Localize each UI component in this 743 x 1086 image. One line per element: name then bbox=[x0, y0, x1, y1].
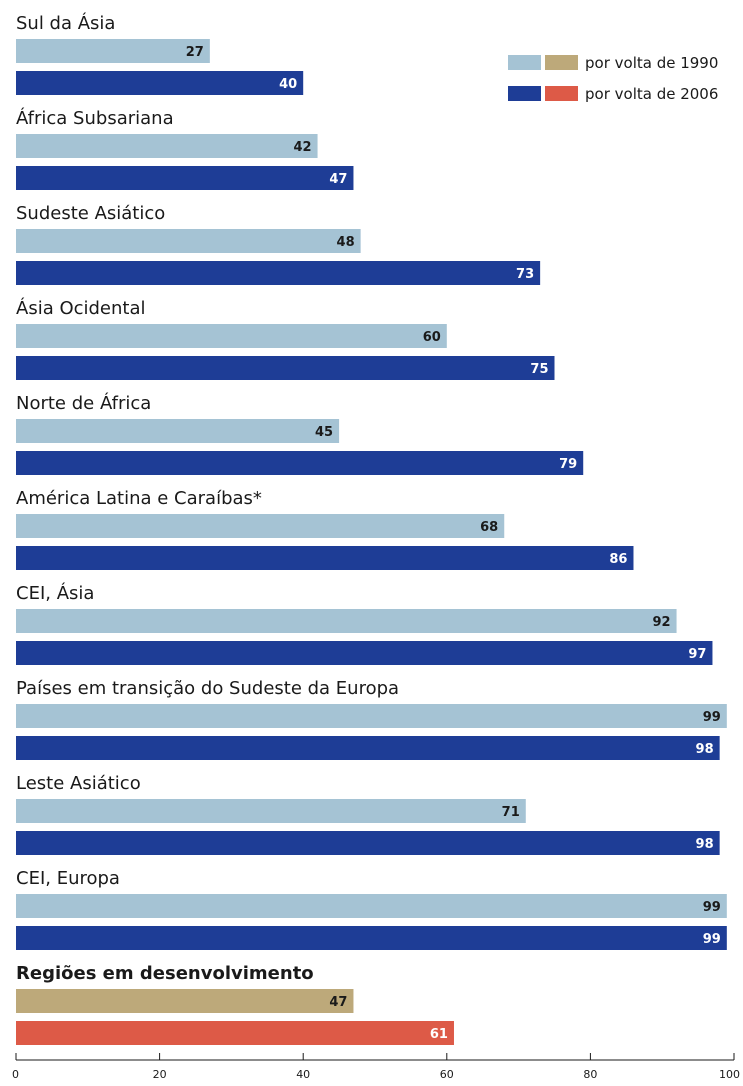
x-tick-label: 60 bbox=[440, 1068, 454, 1081]
category-label: CEI, Europa bbox=[16, 868, 120, 889]
bars-area: Sul da Ásia 27 40 África Subsariana 42 47 Sude… bbox=[16, 12, 727, 1045]
bar-value-label: 48 bbox=[337, 235, 355, 250]
x-tick-label: 20 bbox=[153, 1068, 167, 1081]
bar-2006 bbox=[16, 261, 541, 285]
x-tick-label: 100 bbox=[719, 1068, 740, 1081]
bar-value-label: 98 bbox=[696, 837, 714, 852]
bar-1990 bbox=[16, 134, 318, 158]
bar-1990 bbox=[16, 229, 361, 253]
category-label: Ásia Ocidental bbox=[16, 297, 146, 319]
category-label: Sudeste Asiático bbox=[16, 203, 165, 224]
bar-1990 bbox=[16, 894, 727, 918]
x-tick-label: 80 bbox=[583, 1068, 597, 1081]
legend: por volta de 1990 por volta de 2006 bbox=[508, 54, 718, 103]
category-label: Norte de África bbox=[16, 392, 151, 414]
bar-value-label: 99 bbox=[703, 900, 721, 915]
bar-value-label: 75 bbox=[530, 362, 548, 377]
bar-2006 bbox=[16, 831, 720, 855]
category-label: África Subsariana bbox=[16, 107, 174, 129]
bar-1990 bbox=[16, 419, 340, 443]
bar-value-label: 47 bbox=[329, 172, 347, 187]
bar-value-label: 60 bbox=[423, 330, 441, 345]
bar-2006 bbox=[16, 641, 713, 665]
category-group: Sul da Ásia 27 40 bbox=[16, 12, 304, 95]
category-group: Norte de África 45 79 bbox=[16, 392, 584, 475]
legend-label: por volta de 2006 bbox=[585, 85, 718, 103]
legend-swatch bbox=[545, 55, 578, 70]
bar-value-label: 73 bbox=[516, 267, 534, 282]
bar-value-label: 61 bbox=[430, 1027, 448, 1042]
category-group: Ásia Ocidental 60 75 bbox=[16, 297, 555, 380]
bar-2006 bbox=[16, 356, 555, 380]
category-group: Sudeste Asiático 48 73 bbox=[16, 203, 541, 285]
category-group: Regiões em desenvolvimento 47 61 bbox=[16, 963, 454, 1045]
bar-value-label: 99 bbox=[703, 932, 721, 947]
legend-label: por volta de 1990 bbox=[585, 54, 718, 72]
bar-1990 bbox=[16, 989, 354, 1013]
category-group: Leste Asiático 71 98 bbox=[16, 773, 720, 855]
bar-2006 bbox=[16, 736, 720, 760]
category-label: CEI, Ásia bbox=[16, 582, 94, 604]
x-axis: 0 20 40 60 80 100 bbox=[12, 1053, 740, 1081]
legend-swatch bbox=[508, 86, 541, 101]
x-tick-label: 0 bbox=[12, 1068, 19, 1081]
category-label: Regiões em desenvolvimento bbox=[16, 963, 314, 984]
category-label: Leste Asiático bbox=[16, 773, 141, 794]
bar-value-label: 92 bbox=[652, 615, 670, 630]
bar-value-label: 98 bbox=[696, 742, 714, 757]
bar-1990 bbox=[16, 39, 210, 63]
bar-value-label: 40 bbox=[279, 77, 297, 92]
bar-value-label: 27 bbox=[186, 45, 204, 60]
category-group: CEI, Ásia 92 97 bbox=[16, 582, 713, 665]
bar-2006 bbox=[16, 451, 584, 475]
bar-2006 bbox=[16, 926, 727, 950]
bar-value-label: 86 bbox=[609, 552, 627, 567]
legend-entry-2006: por volta de 2006 bbox=[508, 85, 718, 103]
bar-value-label: 45 bbox=[315, 425, 333, 440]
category-group: África Subsariana 42 47 bbox=[16, 107, 354, 190]
category-group: CEI, Europa 99 99 bbox=[16, 868, 727, 950]
category-label: Sul da Ásia bbox=[16, 12, 115, 34]
bar-value-label: 68 bbox=[480, 520, 498, 535]
bar-value-label: 79 bbox=[559, 457, 577, 472]
category-group: Países em transição do Sudeste da Europa… bbox=[16, 678, 727, 760]
bar-1990 bbox=[16, 514, 505, 538]
legend-swatch bbox=[508, 55, 541, 70]
category-label: América Latina e Caraíbas* bbox=[16, 488, 262, 509]
bar-2006 bbox=[16, 71, 304, 95]
bar-value-label: 71 bbox=[502, 805, 520, 820]
legend-entry-1990: por volta de 1990 bbox=[508, 54, 718, 72]
category-group: América Latina e Caraíbas* 68 86 bbox=[16, 488, 634, 570]
bar-2006 bbox=[16, 166, 354, 190]
bar-2006 bbox=[16, 1021, 454, 1045]
bar-1990 bbox=[16, 704, 727, 728]
bar-2006 bbox=[16, 546, 634, 570]
x-tick-label: 40 bbox=[296, 1068, 310, 1081]
bar-value-label: 42 bbox=[293, 140, 311, 155]
bar-1990 bbox=[16, 609, 677, 633]
legend-swatch bbox=[545, 86, 578, 101]
bar-value-label: 97 bbox=[688, 647, 706, 662]
category-label: Países em transição do Sudeste da Europa bbox=[16, 678, 399, 699]
bar-1990 bbox=[16, 799, 526, 823]
bar-1990 bbox=[16, 324, 447, 348]
bar-value-label: 99 bbox=[703, 710, 721, 725]
bar-value-label: 47 bbox=[329, 995, 347, 1010]
